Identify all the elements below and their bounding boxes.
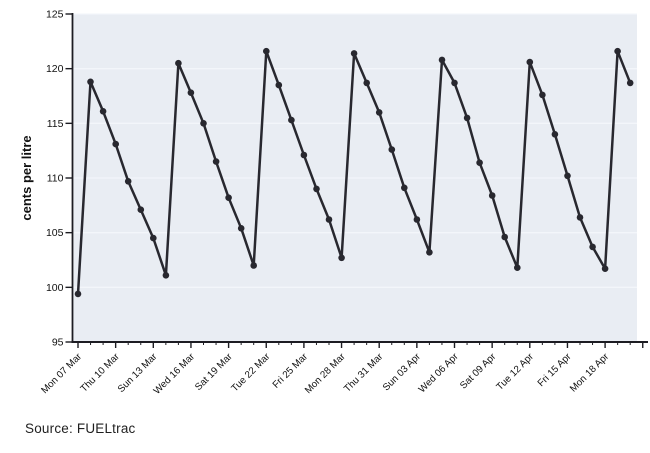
y-tick-label: 125 (46, 9, 64, 21)
data-point (564, 172, 571, 180)
x-tick-label: Fri 25 Mar (271, 351, 311, 391)
y-axis-label: cents per litre (19, 135, 34, 220)
data-point (112, 140, 119, 148)
x-tick-label: Fri 15 Apr (536, 351, 574, 389)
data-point (375, 109, 383, 116)
y-tick-label: 120 (46, 63, 64, 75)
data-point (74, 290, 82, 298)
data-point (300, 151, 308, 159)
data-point (576, 214, 584, 221)
data-point (200, 120, 207, 127)
x-tick-label: Wed 06 Apr (417, 351, 461, 395)
x-tick-label: Thu 31 Mar (342, 351, 386, 395)
data-point (401, 184, 408, 192)
y-tick-label: 100 (46, 282, 64, 294)
data-point (350, 50, 358, 57)
x-tick-label: Tue 12 Apr (495, 351, 537, 393)
data-point (463, 114, 471, 122)
y-tick-label: 115 (47, 118, 64, 130)
data-point (488, 192, 496, 199)
x-tick-label: Tue 22 Mar (229, 351, 272, 394)
x-tick-label: Mon 28 Mar (303, 351, 348, 396)
data-point (338, 254, 345, 262)
data-point (438, 56, 446, 64)
y-tick-label: 95 (52, 337, 64, 349)
data-point (601, 265, 609, 273)
data-point (187, 89, 195, 96)
data-point (263, 47, 270, 55)
data-point (451, 79, 458, 87)
source-note: Source: FUELtrac (25, 421, 136, 436)
y-tick-label: 105 (46, 227, 64, 239)
y-tick-label: 110 (47, 173, 64, 185)
data-point (325, 216, 333, 223)
data-point (413, 216, 421, 223)
data-point (150, 234, 157, 242)
data-point (501, 233, 509, 241)
data-point (551, 131, 559, 138)
data-point (87, 78, 94, 86)
x-tick-label: Wed 16 Mar (152, 351, 198, 397)
data-point (162, 272, 170, 279)
data-point (237, 225, 245, 232)
data-point (589, 243, 596, 251)
data-point (99, 108, 107, 115)
data-point (426, 249, 433, 256)
data-point (250, 262, 257, 269)
data-point (225, 194, 232, 201)
x-tick-label: Mon 18 Apr (568, 351, 612, 395)
data-point (388, 146, 396, 153)
x-tick-label: Sat 09 Apr (458, 351, 499, 392)
data-point (137, 206, 145, 213)
data-point (212, 158, 220, 165)
data-point (514, 264, 521, 272)
data-point (313, 185, 320, 193)
data-point (363, 79, 371, 87)
data-point (526, 58, 534, 66)
data-point (614, 47, 621, 55)
data-point (539, 91, 546, 99)
data-point (288, 116, 295, 124)
data-point (175, 59, 182, 67)
data-point (626, 79, 634, 87)
data-point (124, 178, 132, 185)
data-point (476, 159, 483, 166)
x-tick-label: Mon 07 Mar (39, 351, 84, 396)
data-point (275, 81, 283, 89)
